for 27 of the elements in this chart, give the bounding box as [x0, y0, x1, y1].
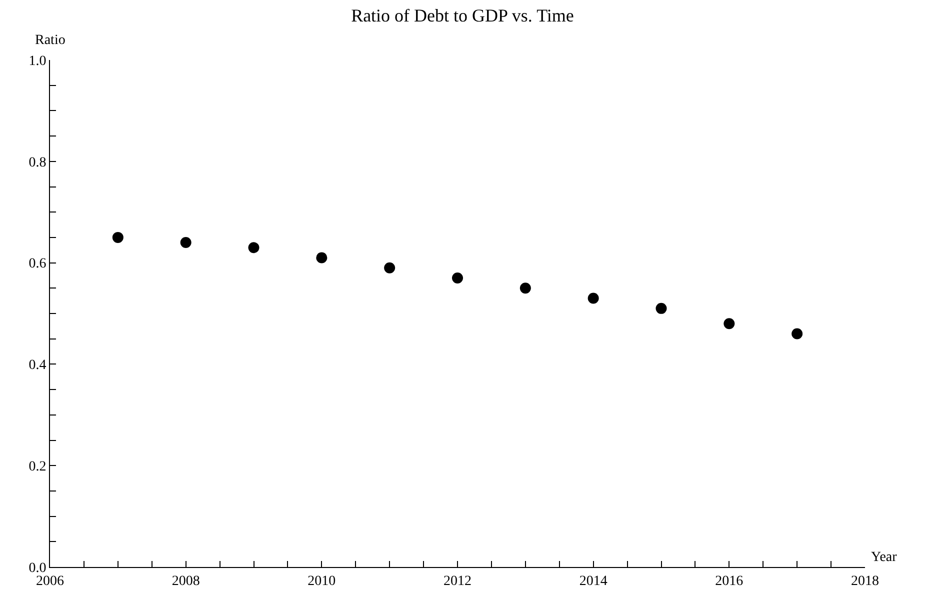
- y-tick-label: 0.8: [28, 155, 46, 170]
- x-axis-title: Year: [871, 550, 898, 565]
- x-tick-label: 2016: [715, 574, 744, 589]
- chart-title: Ratio of Debt to GDP vs. Time: [351, 6, 574, 26]
- x-tick-label: 2010: [308, 574, 336, 589]
- point: [180, 237, 192, 248]
- x-tick-label: 2008: [172, 574, 200, 589]
- point: [248, 242, 260, 254]
- y-tick-label: 1.0: [28, 54, 46, 69]
- x-tick-label: 2006: [36, 574, 64, 589]
- x-tick-label: 2012: [444, 574, 472, 589]
- y-tick-label: 0.6: [28, 256, 46, 272]
- point: [520, 282, 531, 294]
- point: [112, 232, 124, 243]
- y-tick-label: 0.4: [28, 358, 46, 374]
- point: [316, 252, 328, 264]
- point: [452, 272, 463, 284]
- point: [792, 328, 803, 340]
- point: [588, 292, 599, 304]
- y-axis-title: Ratio: [35, 33, 66, 48]
- point: [724, 318, 735, 330]
- x-tick-label: 2018: [851, 574, 879, 589]
- x-tick-label: 2014: [579, 574, 608, 589]
- y-tick-label: 0.0: [28, 560, 46, 576]
- point: [384, 262, 396, 274]
- point: [656, 302, 667, 314]
- y-tick-label: 0.2: [28, 460, 46, 474]
